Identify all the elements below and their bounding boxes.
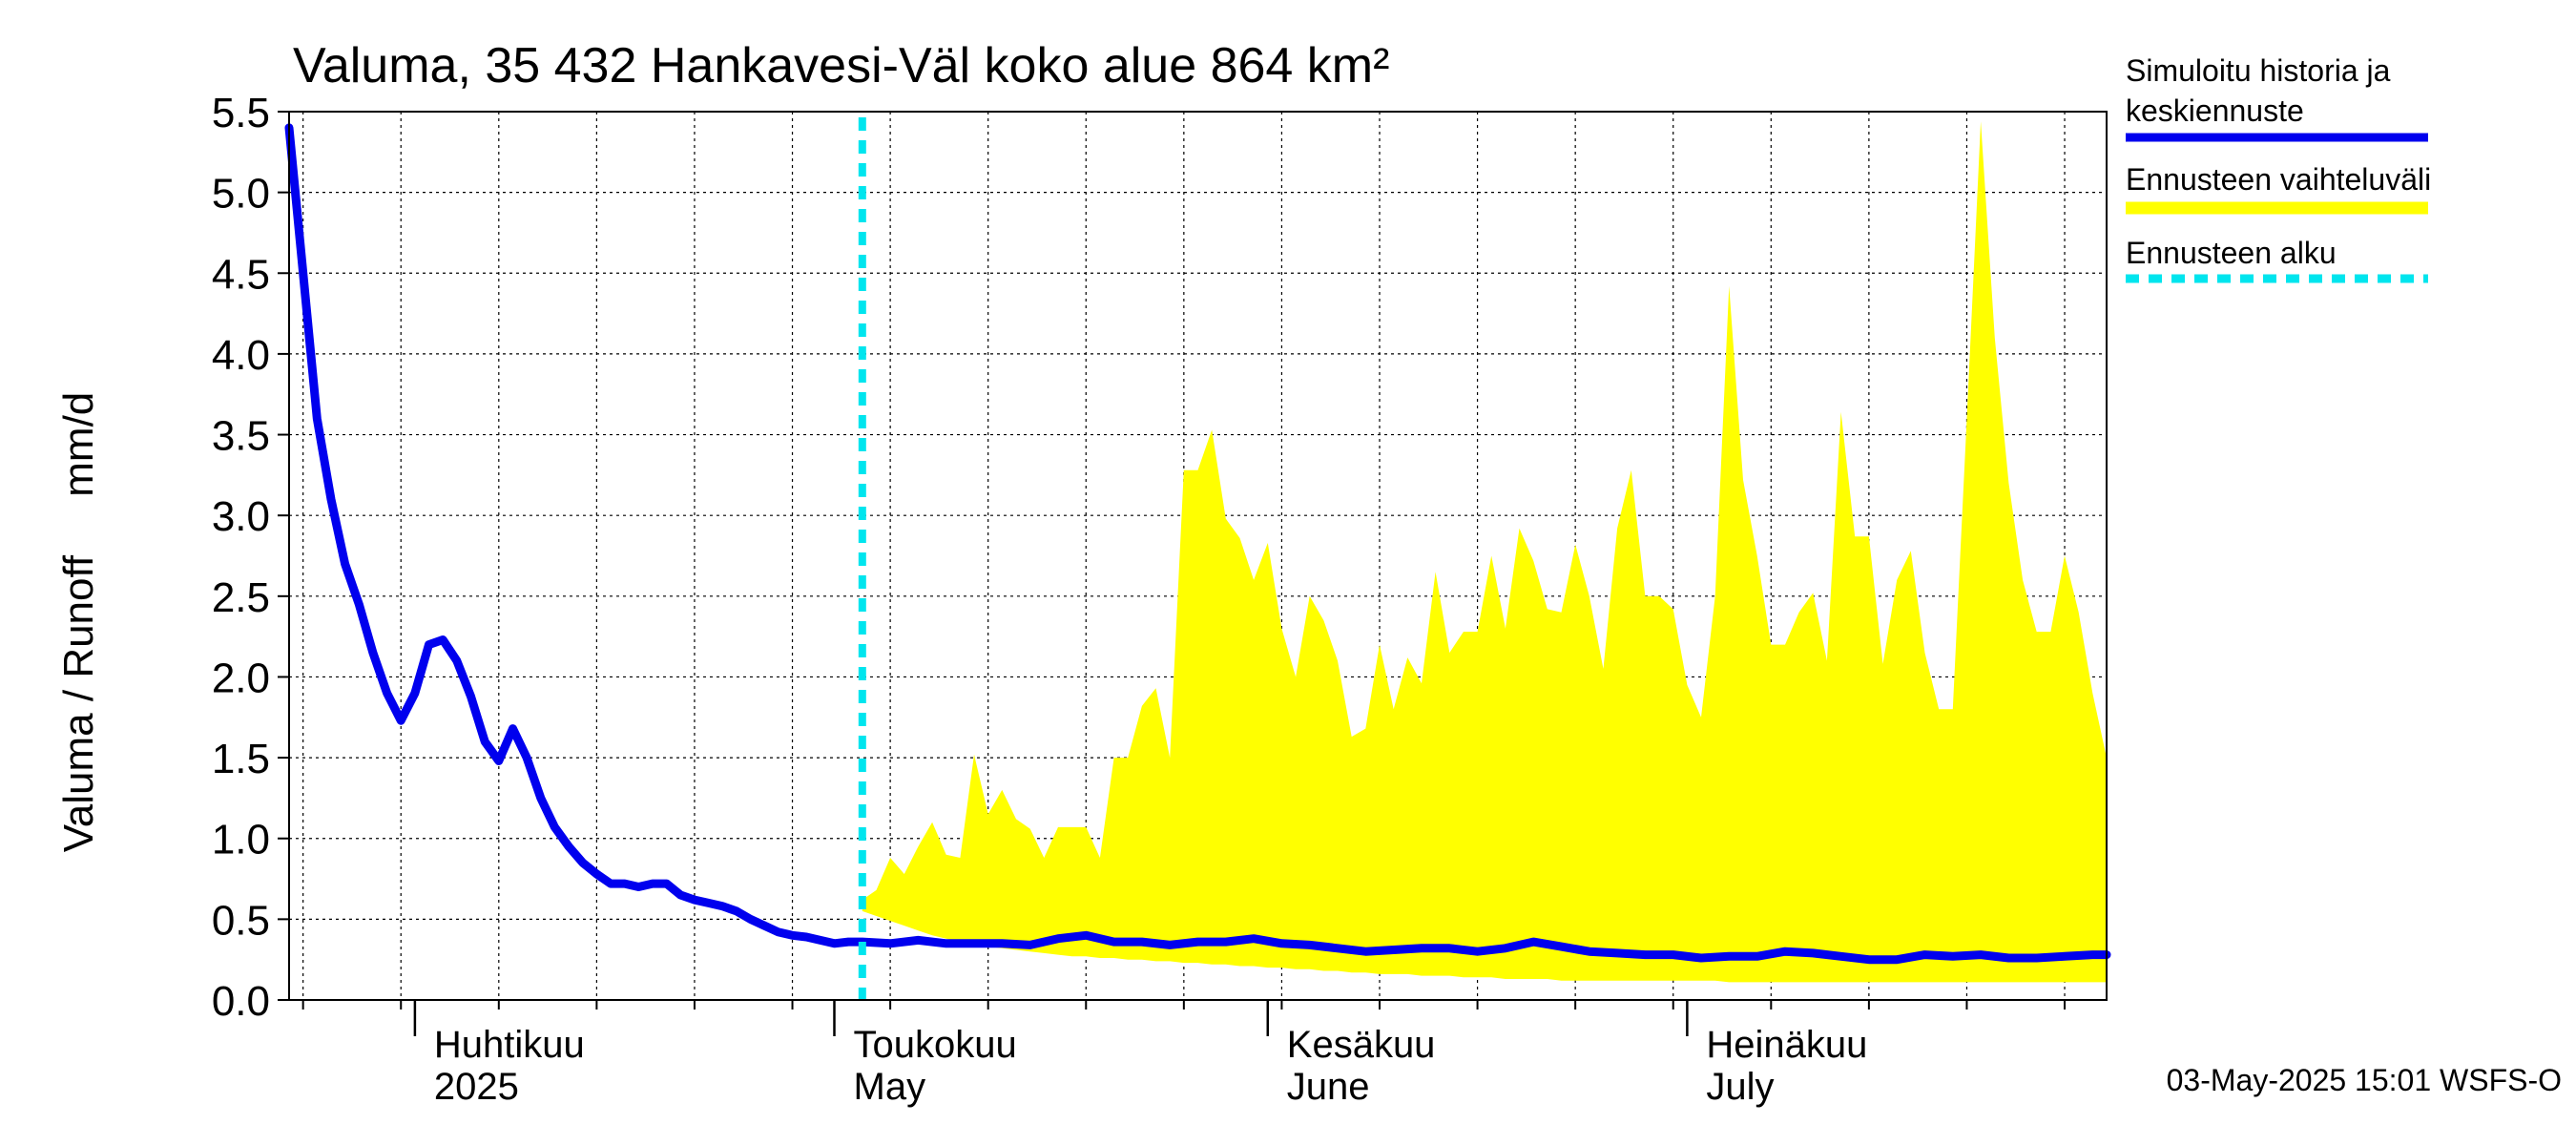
legend-label-range: Ennusteen vaihteluväli: [2126, 162, 2431, 197]
legend: Simuloitu historia ja keskiennuste Ennus…: [2126, 53, 2431, 283]
month-label-en: June: [1287, 1066, 1370, 1108]
mean-series-line: [284, 123, 2111, 965]
range-band-area: [862, 121, 2107, 983]
plot-frame: [288, 111, 2108, 1001]
y-tick-label: 4.0: [212, 332, 270, 379]
month-label-en: May: [854, 1066, 926, 1108]
timestamp: 03-May-2025 15:01 WSFS-O: [2167, 1063, 2562, 1097]
y-tick-label: 2.0: [212, 655, 270, 701]
y-tick-label: 1.5: [212, 736, 270, 782]
grid-lines: [289, 112, 2107, 1000]
y-axis-ticks: 0.0 0.5 1.0 1.5 2.0 2.5 3.0 3.5 4.0 4.5 5.0 5.5: [212, 90, 289, 1025]
forecast-range-band: [862, 121, 2107, 983]
y-tick-label: 5.0: [212, 171, 270, 218]
y-tick-label: 2.5: [212, 574, 270, 621]
mean-forecast-line: [284, 123, 2111, 965]
y-tick-label: 5.5: [212, 90, 270, 136]
month-label-en: July: [1706, 1066, 1774, 1108]
plot-border: [288, 111, 2108, 1001]
y-tick-label: 3.5: [212, 413, 270, 460]
y-tick-label: 4.5: [212, 251, 270, 298]
y-tick-label: 1.0: [212, 817, 270, 864]
month-label-fi: Huhtikuu: [434, 1024, 585, 1066]
y-tick-label: 3.0: [212, 493, 270, 540]
y-tick-label: 0.5: [212, 897, 270, 944]
chart-title: Valuma, 35 432 Hankavesi-Väl koko alue 8…: [293, 38, 1389, 94]
legend-label-forecast-start: Ennusteen alku: [2126, 236, 2337, 270]
legend-label-mean-line2: keskiennuste: [2126, 94, 2304, 128]
month-label-en: 2025: [434, 1066, 519, 1108]
y-tick-label: 0.0: [212, 978, 270, 1025]
month-label-fi: Toukokuu: [854, 1024, 1017, 1066]
y-axis-label: Valuma / Runoff mm/d: [55, 392, 102, 853]
month-label-fi: Kesäkuu: [1287, 1024, 1436, 1066]
month-label-fi: Heinäkuu: [1706, 1024, 1867, 1066]
legend-label-mean-line1: Simuloitu historia ja: [2126, 53, 2391, 88]
